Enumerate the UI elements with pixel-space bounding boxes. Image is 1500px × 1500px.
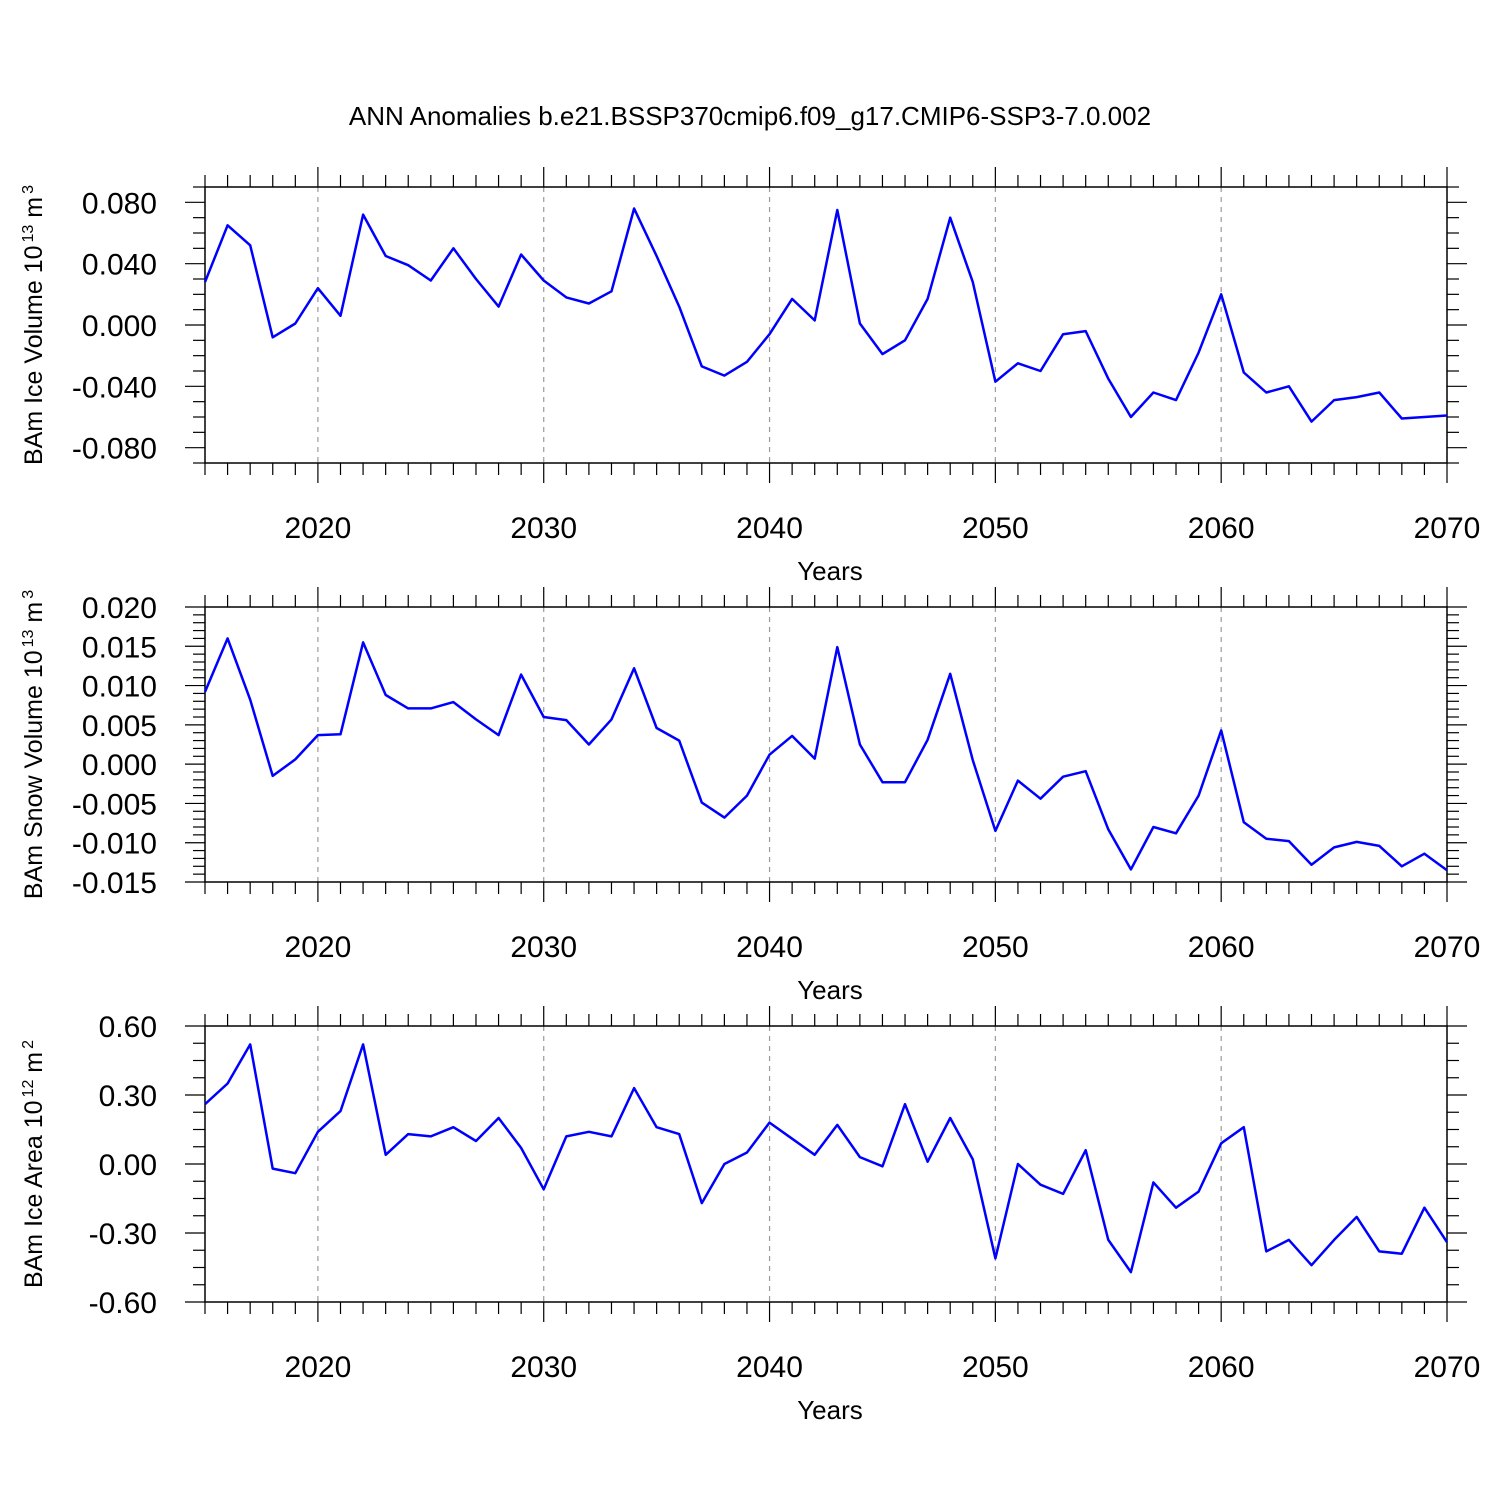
y-tick-label: -0.010 — [72, 828, 157, 861]
y-tick-label: 0.000 — [82, 310, 157, 343]
y-axis-label-exponent: 3 — [20, 590, 37, 599]
y-axis-label-part: m — [20, 197, 48, 225]
y-axis-label-part: BAm Snow Volume 10 — [20, 650, 48, 899]
y-tick-label: -0.015 — [72, 867, 157, 900]
y-axis-label-exponent: 3 — [20, 185, 37, 194]
y-axis-label-exponent: 13 — [20, 629, 37, 647]
x-tick-label: 2070 — [1414, 512, 1481, 545]
y-axis-label: BAm Ice Volume 10 13 m 3 — [20, 185, 48, 465]
y-tick-label: 0.040 — [82, 249, 157, 282]
panel-3: -0.60 -0.30 0.00 0.30 0.60 2020 2030 2040 2050 20… — [20, 1006, 1480, 1425]
y-tick-label: -0.30 — [89, 1218, 157, 1251]
x-tick-label: 2030 — [510, 931, 577, 964]
y-axis-label-exponent: 12 — [20, 1080, 37, 1098]
x-tick-label: 2070 — [1414, 1351, 1481, 1384]
x-axis-label: Years — [797, 1395, 863, 1425]
plot-frame — [204, 606, 1448, 883]
x-tick-label: 2030 — [510, 512, 577, 545]
y-tick-label: 0.010 — [82, 671, 157, 704]
x-tick-label: 2070 — [1414, 931, 1481, 964]
y-tick-label: -0.60 — [89, 1287, 157, 1320]
x-tick-label: 2030 — [510, 1351, 577, 1384]
y-axis-label-part: BAm Ice Volume 10 — [20, 245, 48, 465]
x-tick-label: 2020 — [285, 931, 352, 964]
y-tick-label: 0.080 — [82, 187, 157, 220]
y-axis-label-exponent: 13 — [20, 225, 37, 243]
y-tick-label: 0.000 — [82, 749, 157, 782]
series-line — [203, 207, 1448, 423]
y-tick-label: -0.080 — [72, 433, 157, 466]
x-axis-label: Years — [797, 975, 863, 1005]
x-tick-label: 2060 — [1188, 512, 1255, 545]
x-tick-label: 2050 — [962, 1351, 1029, 1384]
x-tick-label: 2060 — [1188, 931, 1255, 964]
y-axis-label: BAm Ice Area 10 12 m 2 — [20, 1040, 48, 1288]
y-tick-label: 0.005 — [82, 710, 157, 743]
y-tick-label: 0.020 — [82, 592, 157, 625]
y-axis-label-part: BAm Ice Area 10 — [20, 1100, 48, 1288]
y-tick-label: -0.005 — [72, 788, 157, 821]
x-tick-label: 2050 — [962, 512, 1029, 545]
x-tick-label: 2020 — [285, 512, 352, 545]
y-tick-label: 0.30 — [99, 1080, 157, 1113]
y-axis-label-part: m — [20, 602, 48, 630]
y-tick-label: 0.00 — [99, 1149, 157, 1182]
series-line — [203, 637, 1448, 872]
x-tick-label: 2040 — [736, 1351, 803, 1384]
y-tick-label: 0.60 — [99, 1011, 157, 1044]
series-line — [204, 1043, 1449, 1274]
y-axis-label-part: m — [20, 1052, 48, 1080]
x-tick-label: 2050 — [962, 931, 1029, 964]
x-tick-label: 2060 — [1188, 1351, 1255, 1384]
y-axis-label-exponent: 2 — [20, 1040, 37, 1049]
x-tick-label: 2040 — [736, 931, 803, 964]
x-tick-label: 2040 — [736, 512, 803, 545]
chart-title: ANN Anomalies b.e21.BSSP370cmip6.f09_g17… — [349, 101, 1151, 131]
panel-1: -0.080 -0.040 0.000 0.040 0.080 2020 2030 2040 2… — [20, 167, 1480, 586]
y-axis-label: BAm Snow Volume 10 13 m 3 — [20, 590, 48, 899]
plot-frame — [204, 186, 1448, 464]
x-axis-label: Years — [797, 556, 863, 586]
y-tick-label: 0.015 — [82, 631, 157, 664]
y-tick-label: -0.040 — [72, 371, 157, 404]
plot-frame — [204, 1025, 1448, 1303]
x-tick-label: 2020 — [285, 1351, 352, 1384]
panel-2: -0.015 -0.010 -0.005 0.000 0.005 0.010 0.015 0.… — [20, 587, 1480, 1005]
